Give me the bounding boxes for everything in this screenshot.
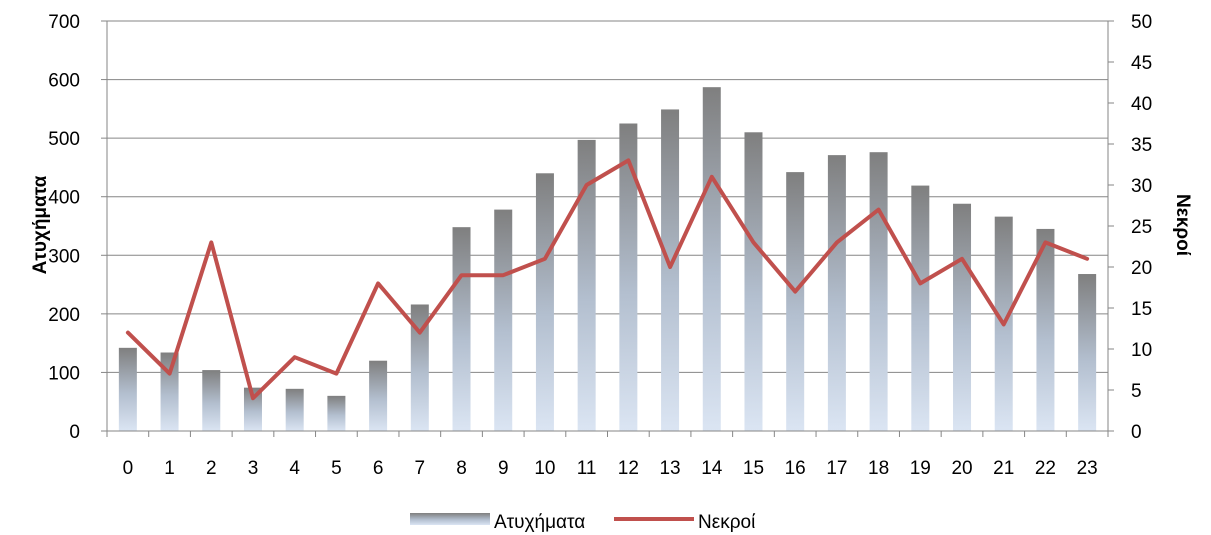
y2-tick-label: 30 bbox=[1131, 176, 1152, 197]
y-axis-title: Ατυχήματα bbox=[30, 175, 51, 274]
bar bbox=[494, 209, 513, 431]
y-tick-label: 0 bbox=[69, 422, 80, 443]
x-tick-label: 9 bbox=[498, 458, 509, 479]
x-tick-label: 14 bbox=[701, 458, 723, 479]
y-tick-label: 200 bbox=[48, 305, 80, 326]
bar bbox=[327, 395, 346, 431]
y2-tick-label: 15 bbox=[1131, 299, 1152, 320]
legend-label-atychimata: Ατυχήματα bbox=[494, 512, 585, 533]
bar bbox=[744, 132, 763, 432]
x-tick-label: 21 bbox=[993, 458, 1014, 479]
x-tick-label: 6 bbox=[373, 458, 384, 479]
bar bbox=[202, 370, 221, 431]
y-tick-label: 400 bbox=[48, 188, 80, 209]
bar bbox=[118, 347, 137, 431]
y2-tick-label: 35 bbox=[1131, 135, 1152, 156]
x-tick-label: 0 bbox=[123, 458, 134, 479]
bar bbox=[1036, 228, 1055, 431]
x-tick-label: 17 bbox=[826, 458, 847, 479]
bar bbox=[243, 387, 262, 431]
x-tick-label: 8 bbox=[456, 458, 467, 479]
y2-tick-label: 0 bbox=[1131, 422, 1142, 443]
tick-labels: 0100200300400500600700051015202530354045… bbox=[48, 12, 1152, 479]
bar bbox=[786, 172, 805, 431]
line-series-nekroi bbox=[125, 158, 1090, 401]
bar bbox=[285, 388, 304, 431]
x-tick-label: 19 bbox=[910, 458, 931, 479]
gridlines bbox=[107, 20, 1108, 373]
y2-tick-label: 40 bbox=[1131, 94, 1152, 115]
x-tick-label: 16 bbox=[785, 458, 806, 479]
x-tick-label: 5 bbox=[331, 458, 342, 479]
legend-swatch-atychimata bbox=[410, 513, 490, 525]
x-tick-label: 13 bbox=[659, 458, 680, 479]
x-tick-label: 11 bbox=[577, 458, 597, 479]
bar bbox=[911, 185, 930, 431]
x-tick-label: 18 bbox=[868, 458, 889, 479]
y2-tick-label: 25 bbox=[1131, 217, 1152, 238]
bar bbox=[661, 109, 680, 431]
bar bbox=[702, 87, 721, 431]
legend: Ατυχήματα Νεκροί bbox=[410, 512, 756, 533]
y2-tick-label: 20 bbox=[1131, 258, 1152, 279]
bar bbox=[369, 360, 388, 431]
x-tick-label: 15 bbox=[743, 458, 764, 479]
bar bbox=[827, 155, 846, 431]
bar bbox=[577, 139, 596, 431]
line-path-nekroi bbox=[125, 158, 1090, 401]
bar bbox=[452, 227, 471, 431]
y-tick-label: 100 bbox=[48, 363, 80, 384]
bar bbox=[160, 352, 179, 431]
x-tick-label: 12 bbox=[618, 458, 639, 479]
y-tick-label: 500 bbox=[48, 129, 80, 150]
y-tick-label: 300 bbox=[48, 246, 80, 267]
x-tick-label: 2 bbox=[206, 458, 217, 479]
x-tick-label: 22 bbox=[1035, 458, 1056, 479]
x-tick-label: 1 bbox=[164, 458, 175, 479]
y-tick-label: 600 bbox=[48, 71, 80, 92]
axes bbox=[101, 20, 1114, 437]
x-tick-label: 23 bbox=[1077, 458, 1098, 479]
y2-tick-label: 50 bbox=[1131, 12, 1152, 33]
x-tick-label: 4 bbox=[289, 458, 300, 479]
x-tick-label: 7 bbox=[415, 458, 426, 479]
y-tick-label: 700 bbox=[48, 12, 80, 33]
bar bbox=[953, 203, 972, 431]
y2-tick-label: 45 bbox=[1131, 53, 1152, 74]
y2-tick-label: 5 bbox=[1131, 381, 1142, 402]
x-tick-label: 3 bbox=[248, 458, 259, 479]
y2-tick-label: 10 bbox=[1131, 340, 1152, 361]
bar bbox=[535, 173, 554, 432]
y2-axis-title: Νεκροί bbox=[1172, 194, 1193, 256]
bar bbox=[619, 123, 638, 431]
bar bbox=[869, 152, 888, 431]
legend-label-nekroi: Νεκροί bbox=[698, 512, 756, 533]
bar bbox=[1078, 274, 1097, 431]
bar-series-atychimata bbox=[118, 87, 1097, 432]
x-tick-label: 20 bbox=[951, 458, 972, 479]
x-tick-label: 10 bbox=[534, 458, 555, 479]
bar bbox=[410, 304, 429, 431]
